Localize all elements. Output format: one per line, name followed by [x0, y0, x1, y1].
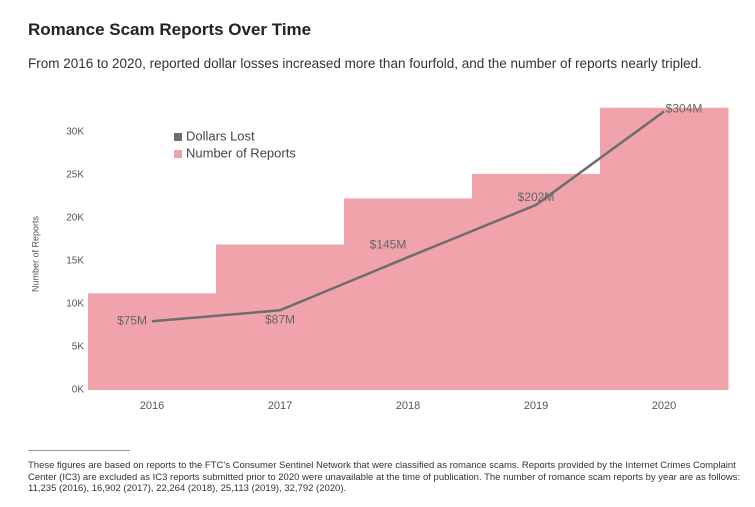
y-tick-label: 15K	[66, 256, 84, 267]
bar	[344, 198, 473, 390]
y-tick-label: 0K	[72, 385, 85, 396]
bar	[472, 173, 601, 390]
y-tick-label: 20K	[66, 213, 84, 224]
legend-swatch	[174, 150, 182, 158]
chart: 0K 5K 10K 15K 20K 25K 30K Number of Reports 2016…	[30, 102, 729, 412]
y-tick-label: 10K	[66, 299, 84, 310]
chart-subtitle: From 2016 to 2020, reported dollar losse…	[28, 56, 702, 71]
chart-title: Romance Scam Reports Over Time	[28, 20, 312, 39]
data-label: $145M	[370, 237, 407, 251]
x-tick-label: 2017	[268, 400, 292, 412]
y-tick-label: 25K	[66, 169, 84, 180]
legend-label: Dollars Lost	[186, 128, 255, 143]
x-tick-label: 2016	[140, 400, 164, 412]
x-tick-label: 2018	[396, 400, 420, 412]
x-tick-label: 2020	[652, 400, 676, 412]
footnote: These figures are based on reports to th…	[28, 460, 741, 494]
data-label: $304M	[666, 102, 703, 116]
separator	[28, 450, 130, 451]
legend-swatch	[174, 133, 182, 141]
data-label: $75M	[117, 313, 147, 327]
bar	[88, 293, 217, 390]
y-tick-label: 5K	[72, 342, 85, 353]
legend-label: Number of Reports	[186, 145, 296, 160]
y-axis-label: Number of Reports	[30, 215, 40, 292]
data-label: $87M	[265, 312, 295, 326]
data-label: $202M	[518, 190, 555, 204]
x-tick-label: 2019	[524, 400, 548, 412]
bar	[216, 244, 345, 390]
bar	[600, 107, 729, 390]
line	[151, 110, 665, 323]
y-tick-label: 30K	[66, 126, 84, 137]
